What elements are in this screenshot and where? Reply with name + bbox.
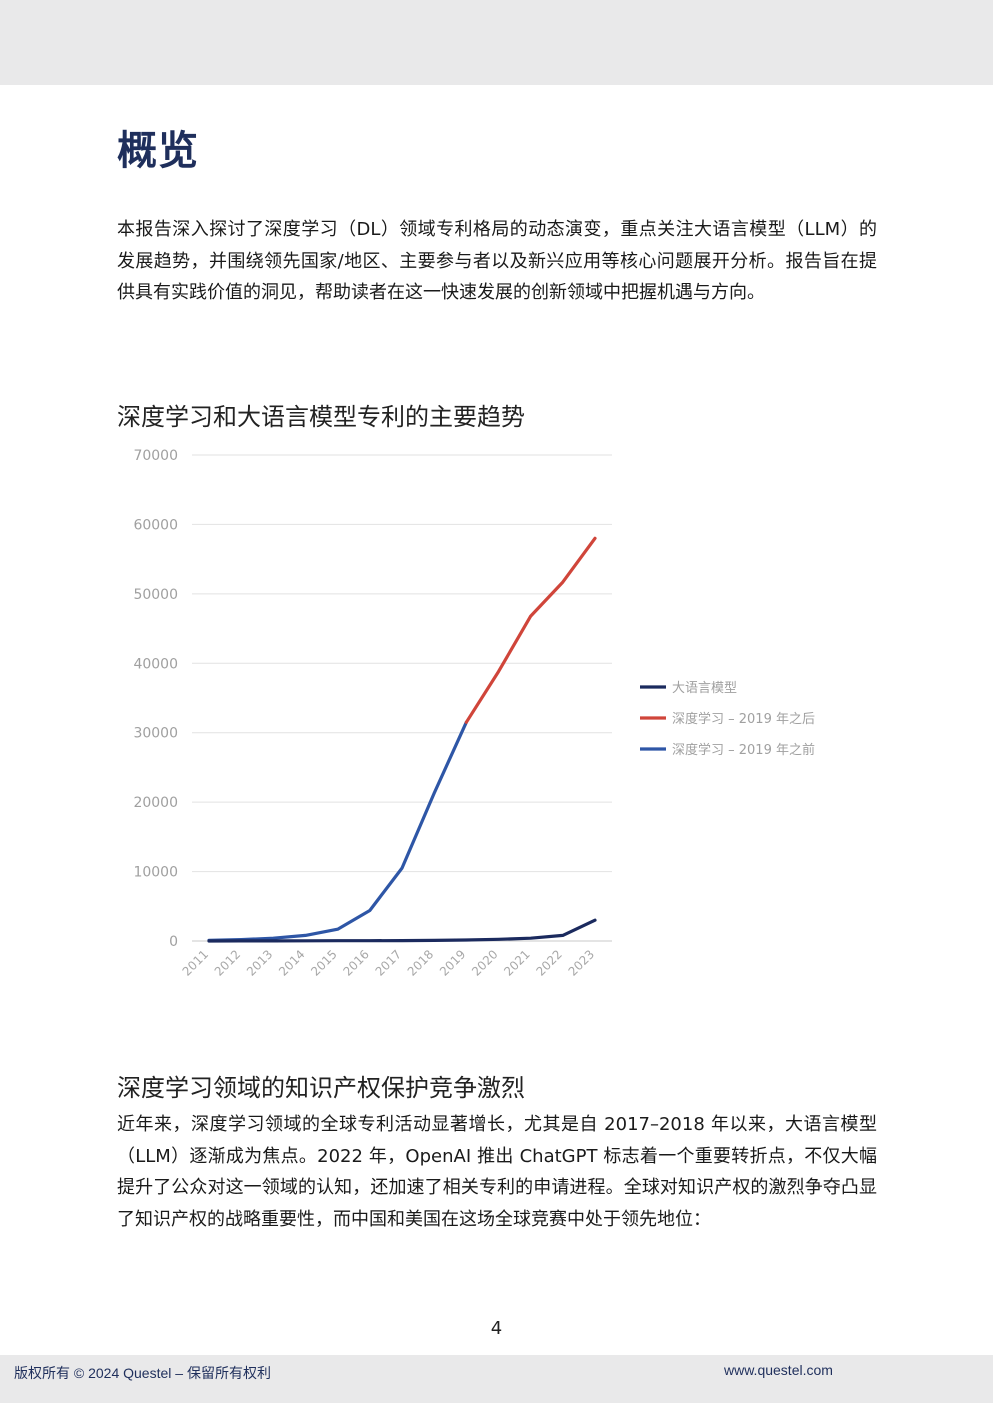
x-tick-label: 2013 (244, 947, 275, 978)
x-tick-label: 2023 (566, 947, 597, 978)
x-tick-label: 2014 (276, 947, 307, 978)
x-tick-label: 2011 (180, 947, 211, 978)
y-tick-label: 40000 (133, 656, 178, 672)
legend-label: 深度学习 – 2019 年之后 (672, 711, 815, 727)
x-tick-label: 2021 (501, 947, 532, 978)
x-tick-label: 2019 (437, 947, 468, 978)
series-line (207, 720, 468, 942)
legend-label: 大语言模型 (672, 681, 737, 696)
x-tick-label: 2018 (405, 947, 436, 978)
intro-paragraph: 本报告深入探讨了深度学习（DL）领域专利格局的动态演变，重点关注大语言模型（LL… (117, 219, 877, 303)
x-tick-label: 2015 (308, 947, 339, 978)
y-tick-label: 10000 (133, 865, 178, 881)
footer-band (0, 1355, 993, 1403)
x-tick-label: 2016 (340, 947, 371, 978)
series-line (464, 536, 597, 724)
series-line (207, 918, 597, 943)
x-tick-label: 2020 (469, 947, 500, 978)
y-tick-label: 50000 (133, 587, 178, 603)
x-tick-label: 2022 (533, 947, 564, 978)
legend-label: 深度学习 – 2019 年之前 (672, 742, 815, 758)
y-tick-label: 20000 (133, 795, 178, 811)
y-tick-label: 0 (169, 934, 178, 950)
patent-trend-chart: 0 10000 20000 30000 40000 50000 60000 70000 2011… (133, 448, 815, 979)
x-tick-label: 2017 (373, 947, 404, 978)
x-tick-label: 2012 (212, 947, 243, 978)
section-paragraph: 近年来，深度学习领域的全球专利活动显著增长，尤其是自 2017–2018 年以来… (117, 1114, 877, 1230)
page-title: 概览 (117, 128, 199, 174)
y-tick-label: 70000 (133, 448, 178, 464)
y-tick-label: 60000 (133, 517, 178, 533)
y-tick-label: 30000 (133, 726, 178, 742)
section-heading: 深度学习领域的知识产权保护竞争激烈 (117, 1074, 525, 1102)
footer-copyright: 版权所有 © 2024 Questel – 保留所有权利 (14, 1365, 271, 1381)
header-band (0, 0, 993, 85)
footer-website-link[interactable]: www.questel.com (724, 1362, 833, 1378)
page-number: 4 (490, 1318, 503, 1339)
chart-heading: 深度学习和大语言模型专利的主要趋势 (117, 403, 525, 431)
